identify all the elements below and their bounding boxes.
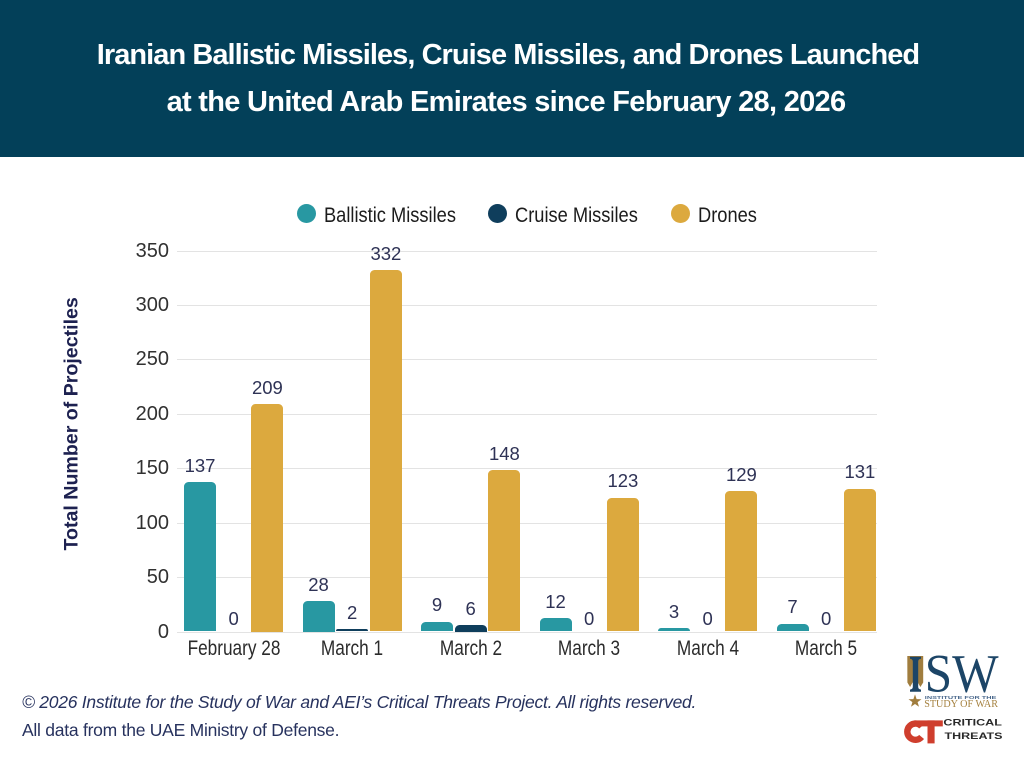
svg-text:SW: SW bbox=[925, 644, 999, 704]
svg-text:STUDY OF WAR: STUDY OF WAR bbox=[924, 698, 999, 710]
svg-text:INSTITUTE FOR THE: INSTITUTE FOR THE bbox=[925, 695, 997, 700]
svg-text:CRITICAL: CRITICAL bbox=[943, 717, 1002, 727]
svg-text:THREATS: THREATS bbox=[945, 731, 1003, 741]
